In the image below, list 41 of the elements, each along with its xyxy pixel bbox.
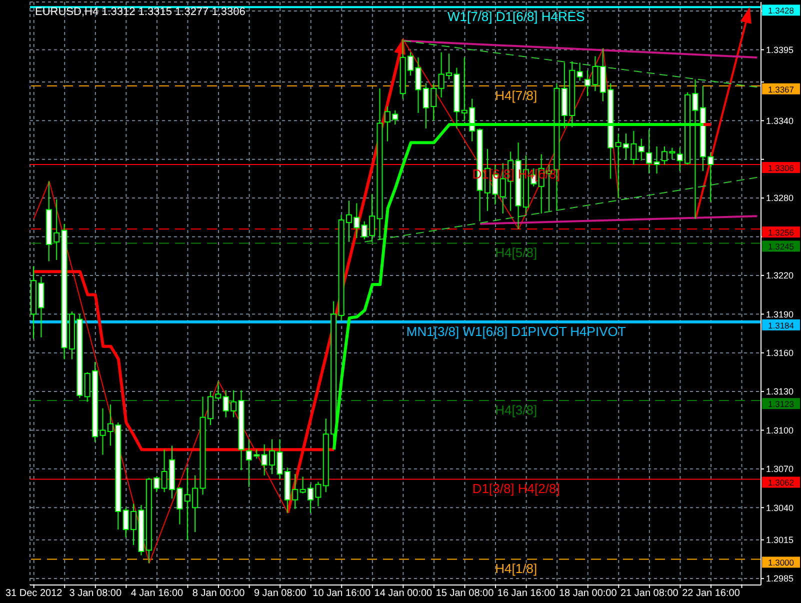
chart-title: EURUSD,H4 1.3312 1.3315 1.3277 1.3306: [35, 6, 246, 18]
x-tick-label: 16 Jan 16:00: [497, 588, 556, 600]
x-tick-label: 9 Jan 08:00: [254, 588, 307, 600]
ref-line-label: D1[3/8] H4[2/8]: [472, 481, 560, 496]
ref-line-label: H4[1/8]: [495, 561, 538, 576]
x-tick-label: 3 Jan 08:00: [69, 588, 122, 600]
y-tick-label: 1.3040: [766, 502, 794, 513]
text: 1.3000: [768, 558, 794, 568]
y-tick-label: 1.3130: [766, 386, 794, 397]
y-tick-label: 1.2985: [766, 574, 794, 584]
y-tick-label: 1.3395: [766, 44, 794, 55]
y-tick-label: 1.3280: [766, 193, 794, 204]
x-tick-label: 10 Jan 16:00: [312, 588, 371, 600]
text: 1.3306: [768, 163, 794, 174]
text: 1.3062: [768, 478, 794, 488]
y-tick-label: 1.3340: [766, 116, 794, 126]
text: 1.3428: [768, 6, 794, 16]
y-tick-label: 1.3160: [766, 348, 794, 358]
text: 1.3367: [768, 84, 794, 94]
x-tick-label: 14 Jan 00:00: [374, 588, 433, 600]
ref-line-label: H4[7/8]: [495, 88, 538, 103]
text: 1.3184: [768, 320, 794, 330]
text: 1.3256: [768, 228, 794, 238]
ref-line-label: MN1[3/8] W1[6/8] D1PIVOT H4PIVOT: [406, 324, 626, 339]
ref-line-label: W1[7/8] D1[6/8] H4RES: [447, 9, 586, 24]
x-tick-label: 4 Jan 16:00: [130, 588, 184, 600]
x-tick-label: 22 Jan 16:00: [682, 588, 740, 600]
y-tick-label: 1.3220: [766, 270, 794, 281]
text: 1.3123: [768, 399, 794, 410]
x-tick-label: 15 Jan 08:00: [436, 588, 494, 600]
x-tick-label: 31 Dec 2012: [5, 588, 63, 600]
y-tick-label: 1.3100: [766, 425, 794, 436]
text: 1.3245: [768, 242, 794, 252]
ref-line-label: H4[3/8]: [495, 402, 538, 418]
y-tick-label: 1.3190: [766, 309, 794, 320]
y-tick-label: 1.3070: [766, 464, 794, 474]
y-tick-label: 1.3015: [766, 535, 794, 546]
x-tick-label: 18 Jan 00:00: [558, 588, 618, 600]
x-tick-label: 21 Jan 08:00: [620, 588, 679, 600]
x-tick-label: 8 Jan 00:00: [192, 588, 246, 600]
ref-line-label: H4[5/8]: [495, 245, 538, 260]
